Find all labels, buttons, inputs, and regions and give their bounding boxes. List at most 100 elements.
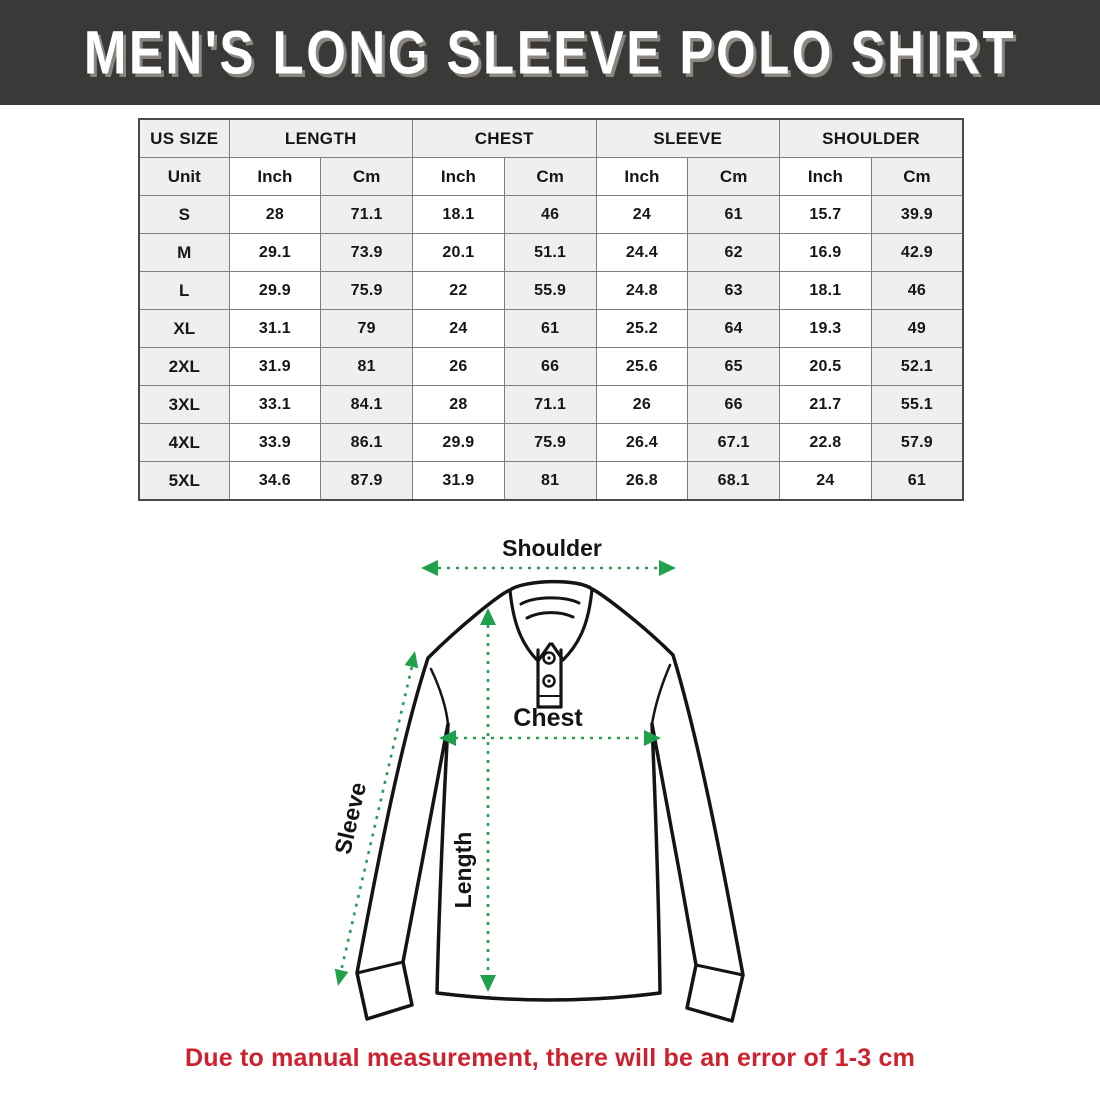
value-cell: 68.1: [687, 461, 781, 501]
value-cell: 19.3: [779, 309, 872, 348]
value-cell: 86.1: [320, 423, 413, 462]
table-row: XL 31.1 79 24 61 25.2 64 19.3 49: [138, 309, 964, 348]
unit-cell-cm: Cm: [870, 157, 964, 196]
value-cell: 46: [870, 271, 964, 310]
value-cell: 29.9: [412, 423, 505, 462]
value-cell: 33.9: [228, 423, 322, 462]
value-cell: 75.9: [503, 423, 597, 462]
value-cell: 55.1: [870, 385, 964, 424]
unit-header-cell: Unit: [138, 157, 230, 196]
value-cell: 26: [595, 385, 689, 424]
value-cell: 46: [503, 195, 597, 234]
button-icon: [542, 674, 556, 688]
value-cell: 71.1: [320, 195, 413, 234]
value-cell: 61: [870, 461, 964, 501]
unit-cell-inch: Inch: [595, 157, 689, 196]
size-cell: S: [138, 195, 230, 234]
value-cell: 24: [779, 461, 872, 501]
table-row: 4XL 33.9 86.1 29.9 75.9 26.4 67.1 22.8 57.9: [138, 423, 964, 462]
unit-cell-cm: Cm: [687, 157, 781, 196]
value-cell: 24: [595, 195, 689, 234]
value-cell: 26: [412, 347, 505, 386]
value-cell: 20.5: [779, 347, 872, 386]
value-cell: 25.6: [595, 347, 689, 386]
value-cell: 18.1: [412, 195, 505, 234]
chest-label: Chest: [513, 704, 583, 732]
table-row: 5XL 34.6 87.9 31.9 81 26.8 68.1 24 61: [138, 461, 964, 501]
value-cell: 24.8: [595, 271, 689, 310]
length-label: Length: [450, 832, 476, 909]
value-cell: 81: [503, 461, 597, 501]
value-cell: 75.9: [320, 271, 413, 310]
value-cell: 42.9: [870, 233, 964, 272]
value-cell: 33.1: [228, 385, 322, 424]
size-cell: L: [138, 271, 230, 310]
shoulder-label: Shoulder: [502, 535, 602, 561]
col-header-us-size: US SIZE: [138, 118, 230, 158]
value-cell: 64: [687, 309, 781, 348]
value-cell: 22.8: [779, 423, 872, 462]
value-cell: 57.9: [870, 423, 964, 462]
sleeve-label: Sleeve: [329, 780, 371, 857]
value-cell: 61: [503, 309, 597, 348]
value-cell: 87.9: [320, 461, 413, 501]
value-cell: 24: [412, 309, 505, 348]
col-header-shoulder: SHOULDER: [779, 118, 964, 158]
measurement-note: Due to manual measurement, there will be…: [184, 1044, 916, 1072]
unit-cell-inch: Inch: [228, 157, 322, 196]
value-cell: 84.1: [320, 385, 413, 424]
value-cell: 81: [320, 347, 413, 386]
polo-shirt-outline: [355, 579, 745, 1023]
unit-cell-cm: Cm: [503, 157, 597, 196]
value-cell: 39.9: [870, 195, 964, 234]
value-cell: 18.1: [779, 271, 872, 310]
value-cell: 28: [228, 195, 322, 234]
value-cell: 66: [503, 347, 597, 386]
value-cell: 66: [687, 385, 781, 424]
polo-collar: [508, 587, 594, 709]
value-cell: 67.1: [687, 423, 781, 462]
sleeve-arrow: [340, 666, 414, 971]
size-cell: 2XL: [138, 347, 230, 386]
size-cell: XL: [138, 309, 230, 348]
value-cell: 65: [687, 347, 781, 386]
size-chart-table: US SIZE LENGTH CHEST SLEEVE SHOULDER Uni…: [138, 118, 965, 501]
measurement-arrows: [334, 560, 676, 992]
col-header-length: LENGTH: [228, 118, 413, 158]
value-cell: 31.1: [228, 309, 322, 348]
value-cell: 15.7: [779, 195, 872, 234]
value-cell: 25.2: [595, 309, 689, 348]
value-cell: 31.9: [228, 347, 322, 386]
value-cell: 52.1: [870, 347, 964, 386]
table-row: 3XL 33.1 84.1 28 71.1 26 66 21.7 55.1: [138, 385, 964, 424]
title-banner: MEN'S LONG SLEEVE POLO SHIRT: [0, 0, 1100, 105]
table-row: L 29.9 75.9 22 55.9 24.8 63 18.1 46: [138, 271, 964, 310]
unit-cell-cm: Cm: [320, 157, 413, 196]
col-header-sleeve: SLEEVE: [595, 118, 781, 158]
unit-cell-inch: Inch: [779, 157, 872, 196]
size-cell: M: [138, 233, 230, 272]
size-cell: 4XL: [138, 423, 230, 462]
value-cell: 34.6: [228, 461, 322, 501]
value-cell: 20.1: [412, 233, 505, 272]
value-cell: 16.9: [779, 233, 872, 272]
value-cell: 55.9: [503, 271, 597, 310]
value-cell: 79: [320, 309, 413, 348]
table-row: S 28 71.1 18.1 46 24 61 15.7 39.9: [138, 195, 964, 234]
value-cell: 61: [687, 195, 781, 234]
value-cell: 22: [412, 271, 505, 310]
value-cell: 29.9: [228, 271, 322, 310]
value-cell: 31.9: [412, 461, 505, 501]
col-header-chest: CHEST: [412, 118, 597, 158]
size-cell: 5XL: [138, 461, 230, 501]
button-icon: [542, 651, 556, 665]
value-cell: 28: [412, 385, 505, 424]
value-cell: 26.8: [595, 461, 689, 501]
table-group-header-row: US SIZE LENGTH CHEST SLEEVE SHOULDER: [138, 118, 964, 158]
value-cell: 24.4: [595, 233, 689, 272]
table-row: M 29.1 73.9 20.1 51.1 24.4 62 16.9 42.9: [138, 233, 964, 272]
value-cell: 63: [687, 271, 781, 310]
value-cell: 49: [870, 309, 964, 348]
table-unit-row: Unit Inch Cm Inch Cm Inch Cm Inch Cm: [138, 157, 964, 196]
value-cell: 29.1: [228, 233, 322, 272]
